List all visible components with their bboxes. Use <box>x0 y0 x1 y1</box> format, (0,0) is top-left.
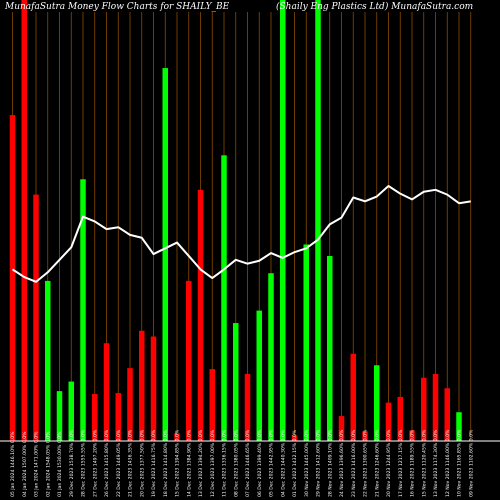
bar-red <box>244 373 251 441</box>
x-tick-label: 22 Dec 2023 1449.05% 0.0% <box>116 429 122 497</box>
x-tick-label: 10 Nov 2023 1165.85% 0.0% <box>457 429 463 497</box>
bar-red <box>21 0 27 441</box>
bar-red <box>209 369 215 441</box>
x-tick-label: 14 Dec 2023 1384.90% 0.0% <box>186 429 192 497</box>
bar-green <box>315 0 321 441</box>
x-tick-label: 30 Nov 2023 1445.00% 0.0% <box>304 429 310 497</box>
bar-green <box>221 155 227 441</box>
bar-green <box>162 68 168 442</box>
bar-green <box>280 0 286 441</box>
bar-green <box>56 391 63 441</box>
bar-red <box>291 435 298 441</box>
bar-red <box>92 394 98 441</box>
x-tick-label: 29 Nov 2023 1412.60% 0.0% <box>316 429 322 497</box>
bar-red <box>33 194 39 441</box>
x-tick-label: 15 Nov 2023 1120.45% 0.0% <box>421 429 427 497</box>
x-tick-label: 20 Nov 2023 1244.95% 0.0% <box>386 429 392 497</box>
x-tick-label: 18 Dec 2023 1414.80% 0.0% <box>163 429 169 497</box>
x-tick-label: 06 Dec 2023 1399.40% 0.0% <box>257 429 263 497</box>
x-tick-label: 13 Nov 2023 1174.30% 0.0% <box>433 429 439 497</box>
x-tick-label: 21 Dec 2023 1436.35% 0.0% <box>128 429 134 497</box>
bar-green <box>68 381 74 441</box>
x-tick-label: 11 Dec 2023 1336.15% 0.0% <box>222 429 228 497</box>
x-tick-label: 05 Jan 2024 1446.10% 0.0% <box>10 431 16 497</box>
bar-red <box>127 368 133 441</box>
x-tick-label: 16 Nov 2023 1189.55% 0.0% <box>410 429 416 497</box>
x-tick-label: 22 Nov 2023 1300.65% 0.0% <box>363 429 369 497</box>
bar-green <box>374 365 380 441</box>
x-tick-label: 20 Dec 2023 1377.50% 0.0% <box>139 429 145 497</box>
bar-green <box>327 255 333 441</box>
x-tick-label: 07 Dec 2023 1446.65% 0.0% <box>245 429 251 497</box>
x-tick-labels: 05 Jan 2024 1446.10% 0.0% 04 Jan 2024 150… <box>10 429 474 497</box>
bar-red <box>397 396 403 441</box>
x-tick-label: 28 Nov 2023 1409.10% 0.0% <box>327 429 333 497</box>
bar-red <box>174 433 180 441</box>
x-tick-label: 12 Dec 2023 1397.00% 0.0% <box>210 429 216 497</box>
bar-green <box>456 412 462 441</box>
x-tick-label: 02 Jan 2024 1548.05% 0.0% <box>45 431 51 497</box>
bar-red <box>385 402 392 441</box>
x-tick-label: 28 Dec 2023 1555.55% 0.0% <box>81 429 87 497</box>
x-tick-label: 19 Dec 2023 1416.75% 0.0% <box>151 429 157 497</box>
bar-green <box>80 179 86 441</box>
bar-red <box>186 280 192 441</box>
x-tick-label: 17 Nov 2023 1217.15% 0.0% <box>398 429 404 497</box>
bar-red <box>444 388 450 441</box>
bar-red <box>338 416 345 441</box>
x-tick-label: 04 Jan 2024 1507.00% 0.0% <box>22 431 28 497</box>
bar-red <box>115 393 121 441</box>
x-tick-label: 13 Dec 2023 1394.20% 0.0% <box>198 429 204 497</box>
x-tick-label: 01 Jan 2024 1530.00% 0.0% <box>57 431 63 497</box>
bar-red <box>362 431 368 441</box>
bar-red <box>421 377 427 441</box>
bar-green <box>268 273 274 441</box>
x-tick-label: 23 Nov 2023 1416.00% 0.0% <box>351 429 357 497</box>
bar-red <box>9 115 16 441</box>
x-tick-label: 03 Jan 2024 1471.00% 0.0% <box>34 431 40 497</box>
price-line <box>11 184 471 283</box>
x-tick-label: 15 Dec 2023 1394.85% 0.0% <box>175 429 181 497</box>
x-tick-label: 09 Nov 2023 1102.60% 0.0% <box>468 429 474 497</box>
x-tick-label: 01 Dec 2023 1432.15% 0.0% <box>292 429 298 497</box>
bar-red <box>150 336 157 441</box>
bars <box>9 0 462 442</box>
price-line-group <box>11 184 471 283</box>
x-tick-label: 05 Dec 2023 1442.95% 0.0% <box>269 429 275 497</box>
bar-red <box>139 330 145 441</box>
x-tick-label: 08 Dec 2023 1380.05% 0.0% <box>233 429 239 497</box>
bar-red <box>432 373 439 441</box>
bar-green <box>256 310 262 441</box>
bar-red <box>409 430 415 441</box>
bar-green <box>303 244 309 441</box>
x-tick-label: 24 Nov 2023 1396.60% 0.0% <box>339 429 345 497</box>
x-tick-label: 04 Dec 2023 1440.30% 0.0% <box>280 429 286 497</box>
bar-red <box>350 353 356 441</box>
x-tick-label: 21 Nov 2023 1246.60% 0.0% <box>374 429 380 497</box>
chart-title-right: (Shaily Eng Plastics Ltd) MunafaSutra.co… <box>276 1 473 12</box>
bar-green <box>45 280 51 441</box>
x-tick-label: 12 Nov 2023 1146.00% 0.0% <box>445 429 451 497</box>
x-tick-label: 27 Dec 2023 1497.20% 0.0% <box>92 429 98 497</box>
bar-green <box>233 323 239 441</box>
bar-red <box>103 343 110 441</box>
bar-red <box>197 189 204 441</box>
chart-title-left: MunafaSutra Money Flow Charts for SHAILY… <box>4 2 230 12</box>
x-tick-label: 26 Dec 2023 1415.80% 0.0% <box>104 429 110 497</box>
x-tick-label: 29 Dec 2023 1538.70% 0.0% <box>69 429 75 497</box>
